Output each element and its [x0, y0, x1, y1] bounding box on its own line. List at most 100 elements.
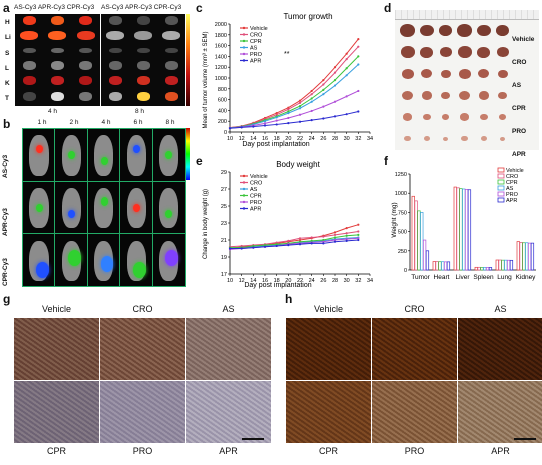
ihc-image	[458, 318, 542, 380]
ihc-label-apr: APR	[219, 446, 238, 456]
x-tick-label: 18	[274, 278, 280, 284]
bar-heart-pro	[443, 261, 448, 271]
data-point	[252, 244, 255, 248]
in-vivo-mouse-image	[119, 180, 154, 235]
organ-weight-chart: Weight (mg) 0 250 500 750 1000 1250 Tumor Heart…	[391, 167, 536, 281]
data-point	[357, 237, 360, 240]
data-point	[310, 236, 313, 239]
data-point	[252, 246, 255, 249]
panel-letter-b: b	[3, 117, 11, 131]
data-point	[228, 247, 232, 250]
x-tick-label: 10	[227, 278, 233, 284]
y-tick-label: 600	[218, 98, 227, 104]
x-tick-label: 30	[344, 136, 350, 142]
data-point	[322, 242, 325, 245]
legend-label: APR	[250, 207, 261, 213]
y-tick-label: 200	[218, 119, 227, 125]
y-tick-label: 0	[224, 130, 227, 136]
data-point	[310, 97, 313, 100]
legend-label: AS	[250, 187, 258, 193]
panel-d-group-labels: Vehicle CRO AS CPR PRO APR	[512, 36, 535, 158]
legend-swatch	[497, 191, 505, 197]
panel-letter-c: c	[196, 1, 203, 15]
tumor-specimen	[496, 47, 509, 58]
data-point	[263, 244, 267, 247]
in-vivo-mouse-image	[151, 180, 186, 235]
tumor-specimen	[400, 46, 415, 58]
in-vivo-mouse-image	[22, 180, 56, 235]
data-point	[240, 126, 243, 129]
panel-b-row-cpr: CPR-Cy3	[2, 258, 9, 286]
data-point	[345, 238, 348, 241]
y-tick-label: 2000	[215, 22, 227, 28]
bar-kidney-vehicle	[516, 241, 520, 271]
series-line-cpr	[230, 234, 359, 249]
x-tick-label: 24	[309, 278, 315, 284]
legend-label: CRO	[250, 181, 263, 187]
fluorescence-signal	[132, 203, 141, 212]
legend-label: AS	[250, 46, 258, 52]
y-tick-label: 750	[398, 210, 407, 216]
bar-spleen-cpr	[480, 267, 484, 271]
tumor-specimen	[499, 114, 506, 120]
bar-spleen-apr	[488, 267, 493, 271]
bar-heart-cpr	[438, 261, 442, 271]
ihc-label-pro: PRO	[132, 446, 153, 456]
bar-tumor-vehicle	[411, 195, 415, 271]
data-point	[310, 119, 313, 122]
x-tick-label: 16	[262, 136, 268, 142]
legend-label: CPR	[250, 39, 262, 45]
panel-letter-g: g	[3, 292, 11, 306]
ihc-label-cpr: CPR	[46, 446, 66, 456]
significance-marker: **	[284, 51, 290, 58]
data-point	[345, 113, 348, 116]
data-point	[357, 55, 360, 58]
panel-letter-h: h	[285, 292, 293, 306]
data-point	[287, 116, 290, 120]
ihc-label-as: AS	[222, 304, 235, 314]
bar-spleen-as	[483, 267, 487, 271]
y-tick-label: 29	[221, 170, 227, 176]
y-tick-label: 1400	[215, 54, 227, 60]
x-tick-label: 20	[285, 278, 291, 284]
data-point	[298, 243, 302, 246]
legend-swatch	[497, 167, 505, 173]
legend-marker	[242, 26, 246, 30]
bar-tumor-apr	[425, 250, 430, 271]
data-point	[298, 107, 302, 110]
data-point	[322, 93, 325, 96]
x-tick-label: 34	[367, 136, 373, 142]
panel-a-time-4h: 4 h	[48, 108, 58, 115]
series-line-pro	[229, 90, 359, 129]
mouse-silhouette	[61, 187, 81, 229]
tumor-specimen	[458, 68, 471, 79]
legend-marker	[242, 207, 246, 210]
x-tick-label: 26	[320, 278, 326, 284]
tumor-specimen	[403, 113, 412, 121]
ihc-image	[186, 381, 271, 443]
x-tick-label: 16	[262, 278, 268, 284]
tumor-specimen	[461, 135, 468, 142]
bar-tumor-as	[420, 212, 424, 271]
in-vivo-mouse-image	[151, 233, 186, 288]
bar-lung-cro	[498, 259, 502, 271]
x-tick-label: 28	[332, 278, 338, 284]
data-point	[345, 58, 348, 61]
panel-a-organ-labels: H Li S L K T	[5, 19, 11, 103]
x-tick-label: 12	[239, 278, 245, 284]
legend-marker	[242, 194, 246, 197]
legend-marker	[242, 39, 246, 43]
mouse-silhouette	[158, 187, 179, 229]
data-point	[298, 99, 302, 102]
in-vivo-mouse-image	[119, 128, 154, 182]
tumor-growth-chart: Tumor growth Day post implantation Mean …	[203, 12, 373, 148]
ihc-image	[100, 318, 185, 380]
data-point	[275, 119, 278, 122]
data-point	[298, 240, 302, 243]
legend-label: CRO	[506, 174, 519, 180]
data-point	[345, 95, 348, 98]
ihc-label-vehicle: Vehicle	[313, 304, 344, 314]
tumor-specimen	[443, 136, 448, 141]
in-vivo-mouse-image	[54, 233, 89, 288]
scale-bar	[242, 438, 264, 440]
